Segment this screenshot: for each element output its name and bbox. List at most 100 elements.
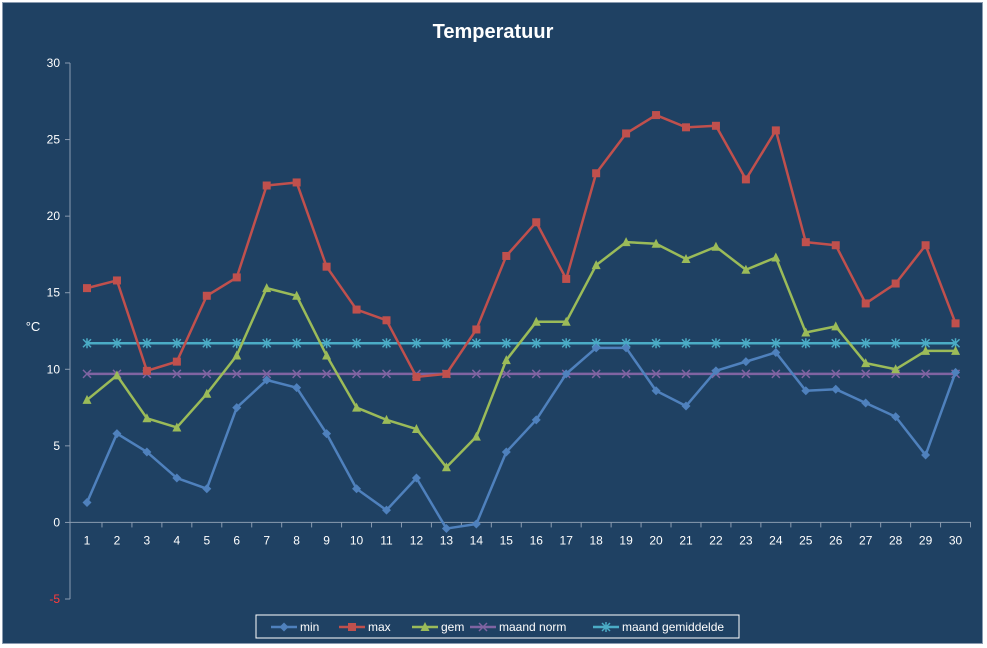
x-tick-label: 13 xyxy=(440,533,454,547)
data-point-maand-gemiddelde xyxy=(711,338,721,349)
data-point-min xyxy=(531,415,541,425)
data-point-maand-norm xyxy=(681,369,691,379)
series-maand-norm xyxy=(82,369,961,379)
data-point-min xyxy=(891,412,901,422)
data-point-max xyxy=(711,121,720,130)
data-point-gem xyxy=(741,264,751,274)
data-point-min xyxy=(172,473,182,483)
data-point-maand-norm xyxy=(741,369,751,379)
x-tick-label: 3 xyxy=(144,533,151,547)
data-point-maand-norm xyxy=(621,369,631,379)
data-point-gem xyxy=(352,402,362,412)
data-point-gem xyxy=(202,388,212,398)
data-point-maand-gemiddelde xyxy=(681,338,691,349)
data-point-maand-norm xyxy=(381,369,392,379)
data-point-maand-norm xyxy=(202,369,212,379)
data-point-maand-gemiddelde xyxy=(352,338,362,349)
series-max xyxy=(83,111,960,381)
data-point-max xyxy=(861,299,870,308)
data-point-maand-gemiddelde xyxy=(891,338,901,349)
legend-label: gem xyxy=(441,620,464,634)
data-point-gem xyxy=(501,355,511,365)
data-point-maand-norm xyxy=(861,369,871,379)
data-point-gem xyxy=(891,364,901,374)
data-point-maand-norm xyxy=(831,369,841,379)
data-point-maand-gemiddelde xyxy=(202,338,212,349)
x-tick-label: 5 xyxy=(203,533,210,547)
legend-item-min: min xyxy=(271,620,319,634)
data-point-max xyxy=(592,169,601,178)
data-point-maand-norm xyxy=(771,369,781,379)
data-point-gem xyxy=(681,254,691,264)
data-point-min xyxy=(681,401,691,411)
data-point-maand-norm xyxy=(651,369,661,379)
data-point-maand-norm xyxy=(471,369,481,379)
data-point-maand-norm xyxy=(292,369,302,379)
data-point-maand-gemiddelde xyxy=(172,338,182,349)
y-tick-label: 5 xyxy=(53,439,60,453)
data-point-maand-gemiddelde xyxy=(441,338,451,349)
data-point-min xyxy=(801,386,811,396)
y-tick-label: 30 xyxy=(47,56,61,70)
legend-item-maand-gemiddelde: maand gemiddelde xyxy=(593,620,724,634)
data-point-maand-norm xyxy=(501,369,511,379)
data-point-maand-gemiddelde xyxy=(262,338,272,349)
data-point-gem xyxy=(951,345,961,355)
data-point-gem xyxy=(322,350,332,360)
data-point-gem xyxy=(441,462,451,472)
x-tick-label: 1 xyxy=(84,533,91,547)
data-point-min xyxy=(741,357,751,367)
y-tick-label: 25 xyxy=(47,133,61,147)
legend-marker xyxy=(279,622,289,632)
legend-item-max: max xyxy=(339,620,391,634)
data-point-maand-gemiddelde xyxy=(501,338,511,349)
data-point-min xyxy=(711,366,721,376)
data-point-max xyxy=(83,284,91,293)
data-point-max xyxy=(921,241,930,250)
x-tick-label: 30 xyxy=(949,533,963,547)
data-point-gem xyxy=(861,358,871,368)
data-point-max xyxy=(622,129,631,138)
x-tick-label: 20 xyxy=(649,533,663,547)
series-line-min xyxy=(85,346,957,530)
legend-marker xyxy=(478,622,488,632)
x-tick-label: 8 xyxy=(293,533,300,547)
data-point-max xyxy=(412,372,421,381)
data-point-max xyxy=(831,241,840,250)
legend-marker xyxy=(348,623,356,631)
y-tick-label: -5 xyxy=(49,592,60,606)
series-gem xyxy=(82,237,961,472)
series-layer xyxy=(82,111,961,534)
data-point-max xyxy=(262,181,271,190)
data-point-gem xyxy=(382,414,391,424)
data-point-max xyxy=(142,366,151,375)
data-point-min xyxy=(951,367,961,377)
data-point-max xyxy=(741,175,750,184)
data-point-maand-gemiddelde xyxy=(801,338,811,349)
data-point-max xyxy=(112,276,121,285)
data-point-max xyxy=(352,305,361,314)
data-point-min xyxy=(82,498,92,508)
x-tick-label: 21 xyxy=(679,533,693,547)
data-point-maand-norm xyxy=(921,369,931,379)
x-tick-label: 28 xyxy=(889,533,903,547)
data-point-maand-gemiddelde xyxy=(292,338,302,349)
data-point-maand-norm xyxy=(172,369,182,379)
legend-label: min xyxy=(300,620,319,634)
data-point-max xyxy=(951,319,960,328)
legend-box xyxy=(255,614,740,639)
data-point-min xyxy=(142,447,152,457)
data-point-maand-gemiddelde xyxy=(741,338,751,349)
x-tick-label: 27 xyxy=(859,533,873,547)
data-point-maand-gemiddelde xyxy=(651,338,661,349)
legend-marker xyxy=(420,622,430,631)
y-tick-label: 20 xyxy=(47,209,61,223)
data-point-gem xyxy=(591,260,601,270)
x-tick-label: 12 xyxy=(410,533,424,547)
data-point-max xyxy=(682,123,690,132)
data-point-max xyxy=(891,279,900,288)
data-point-maand-gemiddelde xyxy=(831,338,841,349)
data-point-gem xyxy=(471,431,481,441)
